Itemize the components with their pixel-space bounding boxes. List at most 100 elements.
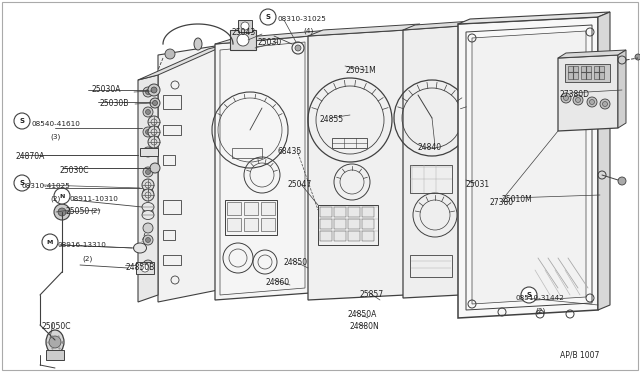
- Bar: [334, 231, 346, 241]
- Polygon shape: [558, 55, 618, 131]
- Circle shape: [145, 209, 150, 215]
- Polygon shape: [558, 50, 626, 58]
- Polygon shape: [472, 31, 586, 304]
- Bar: [410, 165, 452, 193]
- Circle shape: [42, 234, 58, 250]
- Bar: [232, 148, 262, 158]
- Circle shape: [148, 84, 160, 96]
- Bar: [320, 231, 332, 241]
- Text: 25043: 25043: [232, 28, 256, 37]
- Bar: [348, 219, 360, 229]
- Circle shape: [14, 113, 30, 129]
- Polygon shape: [458, 12, 610, 24]
- Circle shape: [143, 87, 153, 97]
- Text: 08310-31025: 08310-31025: [278, 16, 327, 22]
- Polygon shape: [598, 12, 610, 310]
- Circle shape: [602, 102, 607, 106]
- Circle shape: [150, 98, 160, 108]
- Text: 24860: 24860: [266, 278, 290, 287]
- Text: 24850A: 24850A: [348, 310, 378, 319]
- Text: (2): (2): [535, 307, 545, 314]
- Bar: [140, 148, 158, 156]
- Ellipse shape: [142, 202, 154, 212]
- Text: 68435: 68435: [278, 147, 302, 156]
- Circle shape: [295, 45, 301, 51]
- Bar: [594, 66, 604, 79]
- Ellipse shape: [46, 330, 64, 354]
- Ellipse shape: [142, 211, 154, 219]
- Bar: [565, 64, 610, 82]
- Circle shape: [618, 177, 626, 185]
- Circle shape: [145, 263, 150, 267]
- Text: 08510-31442: 08510-31442: [515, 295, 564, 301]
- Bar: [348, 231, 360, 241]
- Text: 24850: 24850: [284, 258, 308, 267]
- Bar: [46, 350, 64, 360]
- Polygon shape: [138, 75, 158, 302]
- Text: 27380: 27380: [490, 198, 514, 207]
- Circle shape: [143, 187, 153, 197]
- Circle shape: [237, 34, 249, 46]
- Text: (2): (2): [82, 255, 92, 262]
- Circle shape: [150, 163, 160, 173]
- Text: AP/B 1007: AP/B 1007: [560, 350, 600, 359]
- Circle shape: [589, 99, 595, 105]
- Text: 25010M: 25010M: [502, 195, 532, 204]
- Text: 24855: 24855: [320, 115, 344, 124]
- Bar: [163, 125, 181, 135]
- Circle shape: [145, 109, 150, 115]
- Circle shape: [561, 93, 571, 103]
- Circle shape: [143, 235, 153, 245]
- Circle shape: [563, 96, 568, 100]
- Polygon shape: [215, 30, 330, 44]
- Text: (4): (4): [303, 28, 313, 35]
- Polygon shape: [403, 26, 460, 298]
- Circle shape: [142, 179, 154, 191]
- Bar: [163, 255, 181, 265]
- Text: 25857: 25857: [360, 290, 384, 299]
- Ellipse shape: [194, 38, 202, 50]
- Circle shape: [54, 188, 70, 204]
- Bar: [348, 207, 360, 217]
- Text: 08911-10310: 08911-10310: [70, 196, 119, 202]
- Polygon shape: [215, 36, 310, 300]
- Text: S: S: [266, 14, 271, 20]
- Circle shape: [260, 9, 276, 25]
- Text: (2): (2): [90, 208, 100, 215]
- Circle shape: [165, 49, 175, 59]
- Bar: [568, 66, 578, 79]
- Circle shape: [145, 170, 150, 174]
- Text: 25050: 25050: [65, 207, 89, 216]
- Circle shape: [143, 107, 153, 117]
- Text: 25031M: 25031M: [345, 66, 376, 75]
- Circle shape: [148, 116, 160, 128]
- Text: 08540-41610: 08540-41610: [32, 121, 81, 127]
- Circle shape: [145, 90, 150, 94]
- Circle shape: [58, 208, 66, 216]
- Text: 24850B: 24850B: [125, 263, 154, 272]
- Circle shape: [14, 175, 30, 191]
- Circle shape: [145, 129, 150, 135]
- Text: 08916-13310: 08916-13310: [58, 242, 107, 248]
- Bar: [581, 66, 591, 79]
- Circle shape: [148, 126, 160, 138]
- Ellipse shape: [134, 243, 147, 253]
- Text: 25030C: 25030C: [60, 166, 90, 175]
- Circle shape: [143, 167, 153, 177]
- Circle shape: [54, 204, 70, 220]
- Bar: [334, 219, 346, 229]
- Polygon shape: [308, 24, 420, 36]
- Circle shape: [241, 22, 249, 30]
- Bar: [163, 95, 181, 109]
- Bar: [244, 218, 258, 231]
- Bar: [225, 200, 277, 235]
- Circle shape: [587, 97, 597, 107]
- Circle shape: [143, 260, 153, 270]
- Polygon shape: [158, 44, 228, 302]
- Text: 25030A: 25030A: [92, 85, 122, 94]
- Text: M: M: [47, 240, 53, 244]
- Bar: [332, 138, 367, 148]
- Text: 25031: 25031: [465, 180, 489, 189]
- Bar: [163, 155, 175, 165]
- Text: N: N: [60, 193, 65, 199]
